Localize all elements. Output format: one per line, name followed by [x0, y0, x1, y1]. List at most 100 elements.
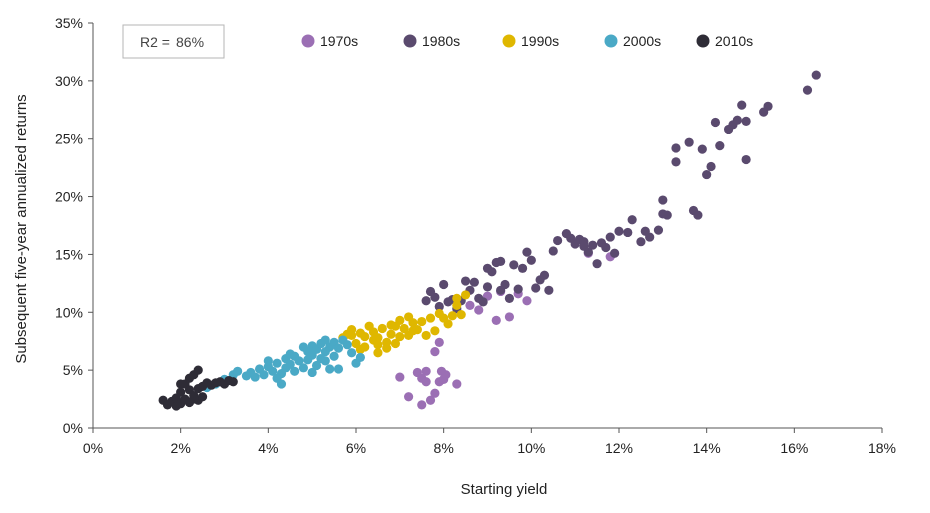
data-point	[491, 315, 501, 325]
y-tick-label: 35%	[55, 15, 83, 31]
legend-marker	[696, 34, 710, 48]
data-point	[395, 372, 405, 382]
series-1970s	[395, 248, 615, 410]
data-point	[741, 154, 751, 165]
x-tick-label: 6%	[346, 440, 366, 456]
series-2000s	[202, 335, 365, 393]
r2-value: 86%	[176, 34, 204, 50]
r2-box-frame	[122, 24, 225, 59]
data-point	[329, 351, 339, 361]
data-point	[294, 356, 304, 366]
data-point	[307, 367, 317, 378]
data-point	[355, 352, 365, 363]
data-point	[439, 279, 449, 290]
data-point	[443, 319, 453, 329]
data-point	[456, 310, 466, 320]
legend-label: 2000s	[623, 33, 661, 49]
data-point	[430, 388, 440, 398]
data-point	[316, 353, 326, 364]
legend-label: 1970s	[320, 33, 358, 49]
data-point	[272, 373, 282, 383]
series-2010s	[158, 365, 238, 411]
data-point	[430, 326, 440, 336]
data-point	[460, 276, 471, 286]
legend-marker	[301, 34, 315, 48]
data-point	[566, 233, 576, 243]
data-point	[386, 329, 396, 339]
data-point	[732, 115, 742, 125]
data-point	[425, 313, 436, 323]
x-tick-label: 18%	[868, 440, 896, 456]
data-point	[500, 279, 510, 290]
axes-layer: 0% 5% 10% 15% 20% 25% 30% 35% 0% 2% 4% 6% 8% 10% 12% 14…	[55, 15, 896, 456]
y-tick-label: 20%	[55, 189, 83, 205]
data-point	[526, 255, 536, 265]
data-point	[517, 263, 528, 273]
legend-item: 2000s	[604, 33, 661, 49]
legend-label: 1980s	[422, 33, 460, 49]
data-point	[360, 342, 370, 352]
legend-label: 2010s	[715, 33, 753, 49]
data-point	[763, 101, 773, 111]
data-point	[176, 387, 186, 397]
data-point	[176, 379, 186, 389]
data-point	[377, 323, 387, 334]
data-point	[539, 270, 550, 280]
data-point	[298, 363, 308, 373]
data-point	[373, 340, 383, 350]
data-point	[509, 260, 519, 270]
data-point	[285, 359, 295, 369]
data-point	[421, 366, 431, 376]
data-point	[513, 284, 523, 294]
data-point	[653, 225, 664, 235]
data-point	[522, 296, 532, 306]
data-point	[298, 342, 308, 352]
y-axis-title: Subsequent five-year annualized returns	[13, 94, 30, 363]
data-point	[390, 321, 401, 331]
data-point	[360, 331, 370, 342]
data-point	[452, 293, 462, 303]
data-point	[693, 210, 703, 220]
data-point	[233, 366, 243, 376]
data-point	[434, 301, 444, 312]
data-point	[425, 395, 436, 405]
data-point	[189, 394, 199, 404]
data-point	[434, 337, 444, 347]
x-tick-label: 12%	[605, 440, 633, 456]
data-point	[320, 335, 330, 345]
legend-marker	[502, 34, 516, 48]
data-point	[636, 237, 646, 247]
data-point	[482, 282, 493, 292]
data-point	[706, 161, 716, 172]
data-point	[548, 246, 558, 256]
legend-marker	[604, 34, 618, 48]
data-point	[601, 242, 611, 253]
data-point	[259, 370, 269, 380]
legend: 1970s 1980s 1990s 2000s 2010s	[301, 33, 753, 49]
data-point	[311, 360, 322, 371]
series-1980s	[421, 70, 821, 314]
points-layer	[158, 70, 821, 411]
data-point	[478, 297, 488, 307]
data-point	[452, 379, 462, 389]
data-point	[702, 169, 712, 180]
data-point	[710, 117, 721, 128]
data-point	[399, 323, 409, 334]
data-point	[347, 330, 357, 341]
data-point	[627, 215, 637, 225]
data-point	[697, 144, 707, 154]
r2-annotation-box: R2 = 86%	[122, 24, 225, 59]
series-1990s	[338, 290, 471, 358]
data-point	[658, 195, 668, 205]
x-tick-label: 8%	[434, 440, 454, 456]
data-point	[715, 141, 725, 151]
data-point	[741, 116, 751, 126]
data-point	[592, 259, 602, 269]
data-point	[421, 296, 431, 306]
data-point	[197, 392, 208, 402]
y-tick-label: 0%	[63, 420, 83, 436]
data-point	[382, 337, 392, 347]
data-point	[469, 277, 479, 287]
